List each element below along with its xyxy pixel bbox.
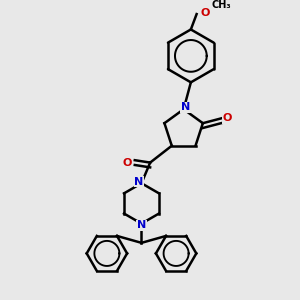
Text: O: O	[201, 8, 210, 18]
Text: N: N	[181, 102, 190, 112]
Text: O: O	[223, 113, 232, 123]
Text: N: N	[137, 220, 146, 230]
Text: O: O	[123, 158, 132, 168]
Text: CH₃: CH₃	[212, 0, 231, 11]
Text: N: N	[134, 177, 144, 187]
